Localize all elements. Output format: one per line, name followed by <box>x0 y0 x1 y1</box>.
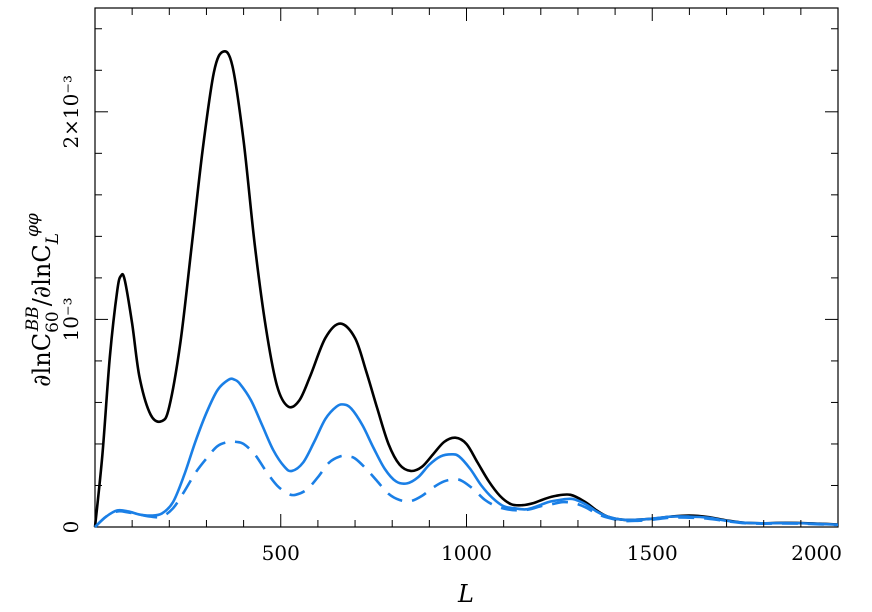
series-line-2 <box>94 377 839 528</box>
y-label-prefix: ∂lnC <box>28 333 56 387</box>
x-axis-label: L <box>457 580 474 608</box>
x-tick-label: 2000 <box>791 541 842 565</box>
y-axis-label: ∂lnC60BB/∂lnCLφφ <box>23 213 63 387</box>
series-layer <box>93 50 839 528</box>
series-line-1 <box>93 50 839 528</box>
y-label-sub2: L <box>43 233 63 245</box>
series-line-3 <box>94 440 839 528</box>
y-tick-label: 2×10⁻³ <box>59 75 83 149</box>
ticks-layer <box>95 8 838 527</box>
y-label-middle: /∂lnC <box>28 244 56 306</box>
plot-border <box>94 7 839 528</box>
y-label-sup2: φφ <box>23 213 43 237</box>
x-tick-label: 500 <box>262 541 300 565</box>
y-label-sup1: BB <box>23 306 43 332</box>
y-tick-label: 10⁻³ <box>59 297 83 341</box>
x-tick-labels: 500 1000 1500 2000 <box>262 541 842 565</box>
y-label-sub1: 60 <box>43 311 63 333</box>
x-tick-label: 1000 <box>441 541 492 565</box>
y-tick-label: 0 <box>59 521 83 534</box>
plot-frame <box>94 7 839 528</box>
y-tick-labels: 0 10⁻³ 2×10⁻³ <box>59 75 83 533</box>
x-tick-label: 1500 <box>627 541 678 565</box>
